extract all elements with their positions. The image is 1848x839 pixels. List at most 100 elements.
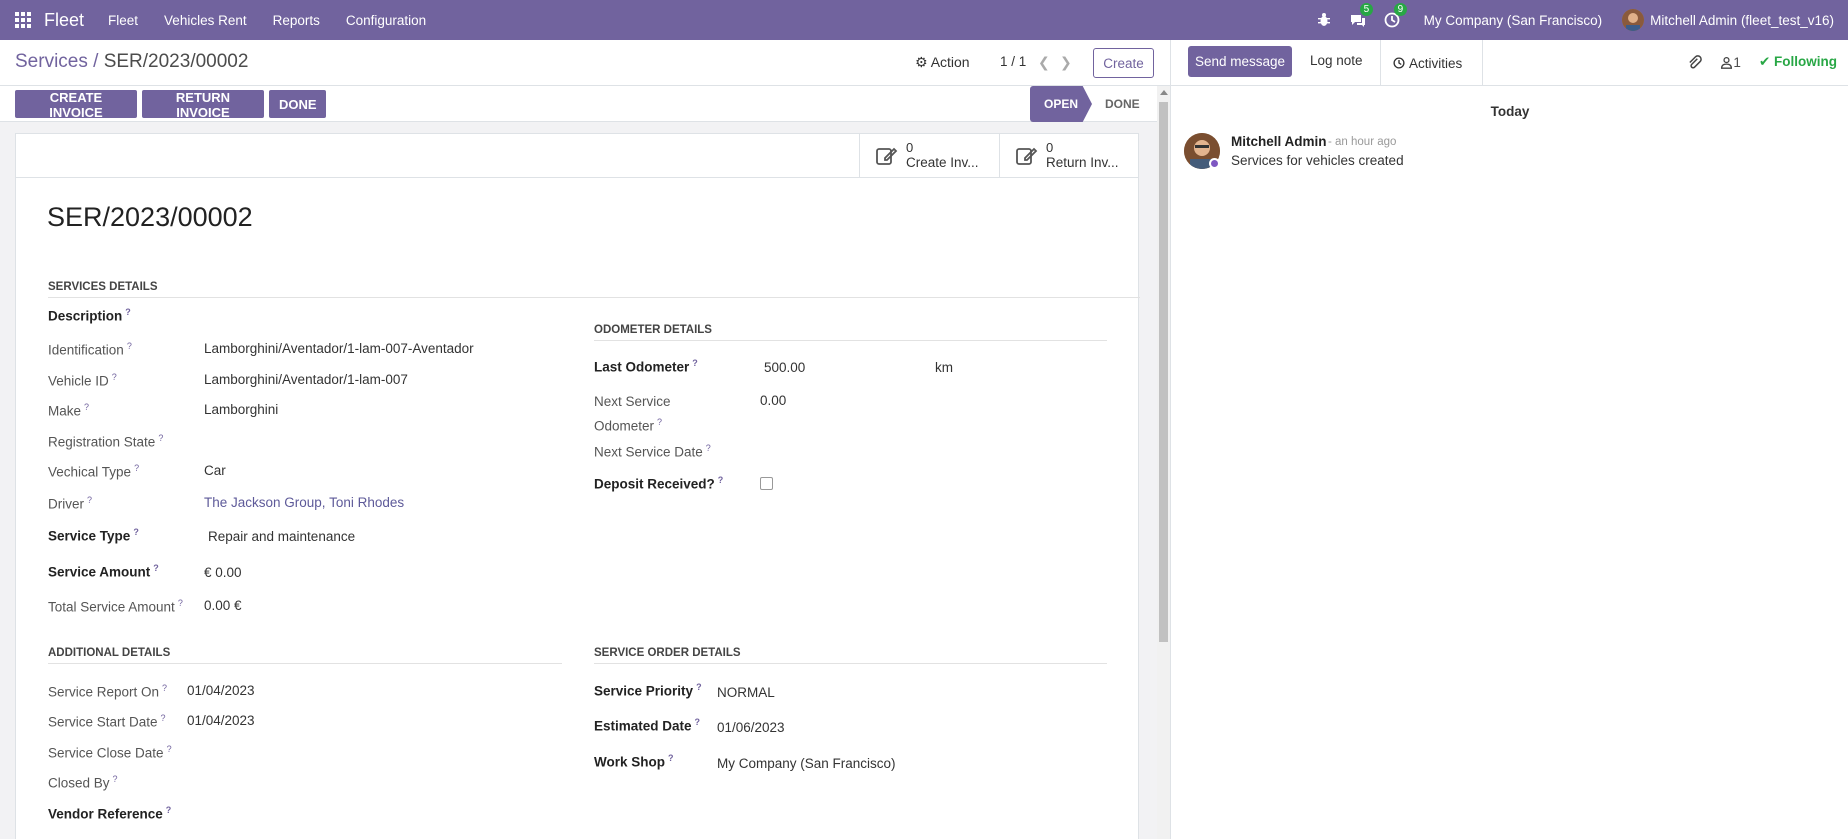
help-icon[interactable]: ? xyxy=(84,402,90,412)
messages-icon[interactable]: 5 xyxy=(1350,3,1374,28)
create-invoices-smart-button[interactable]: 0 Create Inv... xyxy=(859,134,999,178)
stage-done[interactable]: DONE xyxy=(1105,97,1140,111)
action-menu[interactable]: ⚙ Action xyxy=(915,54,970,71)
paperclip-icon[interactable] xyxy=(1687,54,1703,70)
scrollbar-thumb[interactable] xyxy=(1159,102,1168,642)
form-scrollbar[interactable] xyxy=(1157,86,1170,839)
apps-menu-icon[interactable] xyxy=(0,0,46,40)
clock-icon xyxy=(1393,57,1405,69)
vehicle-type-field[interactable]: Car xyxy=(204,463,226,478)
identification-field[interactable]: Lamborghini/Aventador/1-lam-007-Aventado… xyxy=(204,341,474,356)
closed-by-label: Closed By? xyxy=(48,774,118,791)
return-invoice-button[interactable]: RETURN INVOICE xyxy=(142,90,264,120)
activities-label: Activities xyxy=(1409,55,1463,71)
breadcrumb-services-link[interactable]: Services xyxy=(15,51,88,72)
create-button[interactable]: Create xyxy=(1093,48,1154,78)
followers-count: 1 xyxy=(1733,54,1741,70)
vehicle-id-field[interactable]: Lamborghini/Aventador/1-lam-007 xyxy=(204,372,408,387)
breadcrumb-separator: / xyxy=(87,51,104,72)
help-icon[interactable]: ? xyxy=(134,463,140,473)
menu-reports[interactable]: Reports xyxy=(272,12,320,28)
debug-bug-icon[interactable] xyxy=(1316,12,1332,28)
scroll-up-icon[interactable] xyxy=(1160,90,1168,95)
followers-button[interactable]: 1 xyxy=(1720,55,1741,70)
send-message-button[interactable]: Send message xyxy=(1188,46,1292,77)
service-report-on-label: Service Report On? xyxy=(48,683,168,700)
help-icon[interactable]: ? xyxy=(112,774,118,784)
pager-prev-icon[interactable]: ❮ xyxy=(1038,54,1050,70)
vehicle-type-label: Vechical Type? xyxy=(48,463,140,480)
work-shop-field[interactable]: My Company (San Francisco) xyxy=(717,756,896,771)
deposit-received-label: Deposit Received?? xyxy=(594,475,724,492)
return-invoices-smart-button[interactable]: 0 Return Inv... xyxy=(999,134,1139,178)
pager-value[interactable]: 1 / 1 xyxy=(1000,54,1027,69)
make-label: Make? xyxy=(48,402,90,419)
service-priority-field[interactable]: NORMAL xyxy=(717,685,775,700)
control-panel: Services / SER/2023/00002 ⚙ Action 1 / 1… xyxy=(0,40,1170,86)
stage-open[interactable]: OPEN xyxy=(1030,86,1092,122)
help-icon[interactable]: ? xyxy=(133,527,139,537)
estimated-date-field[interactable]: 01/06/2023 xyxy=(717,720,785,735)
driver-label: Driver? xyxy=(48,495,93,512)
menu-fleet[interactable]: Fleet xyxy=(108,12,139,28)
help-icon[interactable]: ? xyxy=(165,805,172,815)
activities-clock-icon[interactable]: 9 xyxy=(1384,3,1408,28)
help-icon[interactable]: ? xyxy=(153,563,159,573)
menu-configuration[interactable]: Configuration xyxy=(345,12,427,28)
help-icon[interactable]: ? xyxy=(87,495,93,505)
following-button[interactable]: ✔ Following xyxy=(1758,54,1837,69)
last-odometer-field[interactable]: 500.00 xyxy=(764,360,806,375)
estimated-date-label: Estimated Date? xyxy=(594,717,701,734)
help-icon[interactable]: ? xyxy=(125,307,131,317)
service-start-date-field[interactable]: 01/04/2023 xyxy=(187,713,255,728)
create-invoice-button[interactable]: CREATE INVOICE xyxy=(15,90,137,120)
help-icon[interactable]: ? xyxy=(177,598,183,608)
user-avatar xyxy=(1622,9,1645,31)
breadcrumb-current: SER/2023/00002 xyxy=(103,51,249,72)
done-button[interactable]: DONE xyxy=(269,90,326,118)
work-shop-label: Work Shop? xyxy=(594,753,674,770)
message-body: Services for vehicles created xyxy=(1231,153,1404,168)
app-brand[interactable]: Fleet xyxy=(44,9,85,30)
make-field[interactable]: Lamborghini xyxy=(204,402,279,417)
activities-button[interactable]: Activities xyxy=(1380,40,1483,86)
help-icon[interactable]: ? xyxy=(717,475,724,485)
edit-icon xyxy=(1016,147,1038,165)
help-icon[interactable]: ? xyxy=(705,443,711,453)
odometer-details-heading: ODOMETER DETAILS xyxy=(594,324,1107,341)
service-amount-field[interactable]: € 0.00 xyxy=(204,565,242,580)
pager-next-icon[interactable]: ❯ xyxy=(1060,54,1072,70)
help-icon[interactable]: ? xyxy=(162,683,168,693)
record-title: SER/2023/00002 xyxy=(47,202,253,232)
user-menu[interactable]: Mitchell Admin (fleet_test_v16) xyxy=(1622,9,1834,31)
create-invoices-label: Create Inv... xyxy=(906,155,979,170)
create-invoices-count: 0 xyxy=(906,140,914,155)
deposit-received-checkbox[interactable] xyxy=(760,477,773,490)
help-icon[interactable]: ? xyxy=(696,682,702,692)
return-invoices-label: Return Inv... xyxy=(1046,155,1119,170)
help-icon[interactable]: ? xyxy=(694,717,701,727)
help-icon[interactable]: ? xyxy=(692,358,698,368)
help-icon[interactable]: ? xyxy=(111,372,117,382)
next-service-odometer-field[interactable]: 0.00 xyxy=(760,393,787,408)
menu-vehicles-rent[interactable]: Vehicles Rent xyxy=(164,12,247,28)
smart-button-box: 0 Create Inv... 0 Return Inv... xyxy=(16,134,1138,178)
edit-icon xyxy=(876,147,898,165)
help-icon[interactable]: ? xyxy=(158,433,164,443)
service-report-on-field[interactable]: 01/04/2023 xyxy=(187,683,255,698)
service-start-date-label: Service Start Date? xyxy=(48,713,166,730)
service-order-details-heading: SERVICE ORDER DETAILS xyxy=(594,647,1107,664)
company-switcher[interactable]: My Company (San Francisco) xyxy=(1423,12,1603,28)
help-icon[interactable]: ? xyxy=(166,744,172,754)
service-type-field[interactable]: Repair and maintenance xyxy=(208,529,356,544)
driver-link[interactable]: The Jackson Group, Toni Rhodes xyxy=(204,495,405,510)
help-icon[interactable]: ? xyxy=(657,417,663,427)
message-author[interactable]: Mitchell Admin xyxy=(1231,134,1327,149)
log-note-button[interactable]: Log note xyxy=(1310,53,1363,68)
help-icon[interactable]: ? xyxy=(160,713,166,723)
form-scroll-area: 0 Create Inv... 0 Return Inv... SER/2023… xyxy=(0,122,1170,839)
help-icon[interactable]: ? xyxy=(126,341,132,351)
user-icon xyxy=(1721,56,1733,69)
gear-icon: ⚙ xyxy=(915,54,928,70)
help-icon[interactable]: ? xyxy=(668,753,674,763)
